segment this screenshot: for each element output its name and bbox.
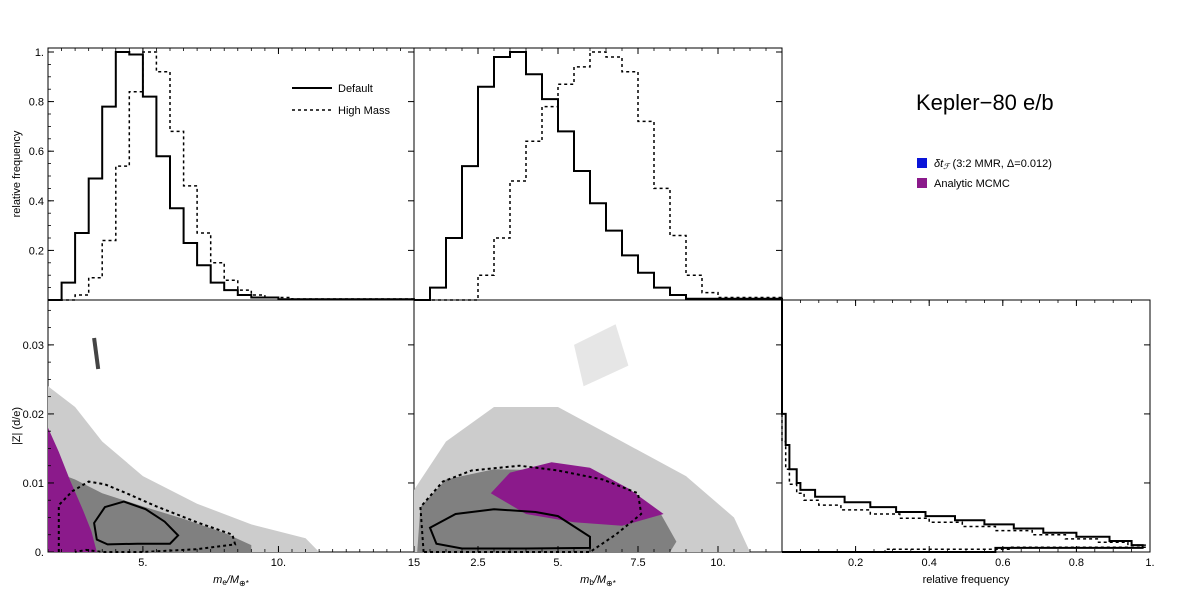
- scatter-me-panel: [48, 337, 320, 553]
- x-mb-tick-label-1: 5.: [553, 557, 562, 569]
- y-rf-tick-label-0: 0.2: [29, 245, 44, 257]
- legend-highmass-label: High Mass: [338, 105, 390, 117]
- x-me-tick-label-2: 15: [408, 557, 420, 569]
- hist-me-default-line: [48, 51, 415, 301]
- scatter-mb-contour-inner: [428, 508, 591, 550]
- y-rf-tick-label-1: 0.4: [29, 196, 44, 208]
- x-rf-tick-label-2: 0.6: [995, 557, 1010, 569]
- scatter-me-analytic-region: [48, 427, 97, 552]
- ylabel-top: relative frequency: [11, 130, 23, 217]
- x-rf-tick-label-1: 0.4: [922, 557, 937, 569]
- y-ticks-relative-frequency: 0.2 0.4 0.6 0.8 1.: [29, 47, 782, 301]
- legend-delta-label: δtℱ (3:2 MMR, Δ=0.012): [934, 158, 1052, 171]
- hist-me-highmass-line: [48, 51, 415, 301]
- panel-hist-mb-frame: [413, 47, 783, 301]
- legend-analytic-label: Analytic MCMC: [934, 178, 1010, 190]
- legend-analytic-swatch: [917, 178, 927, 188]
- xlabel-relative-frequency: relative frequency: [923, 574, 1010, 586]
- hist-z-highmass-line: [781, 300, 1148, 553]
- x-mb-tick-label-3: 10.: [710, 557, 725, 569]
- x-rf-tick-label-0: 0.2: [848, 557, 863, 569]
- y-z-tick-label-3: 0.03: [23, 340, 44, 352]
- xlabel-me: me/M⊕*: [213, 574, 249, 588]
- hist-z-default-line: [781, 300, 1144, 553]
- x-ticks-relative-frequency: 0.2 0.4 0.6 0.8 1.: [781, 300, 1155, 569]
- scatter-legend: δtℱ (3:2 MMR, Δ=0.012) Analytic MCMC: [917, 158, 1052, 190]
- scatter-me-hotspot: [92, 337, 101, 370]
- xlabel-mb: mb/M⊕*: [580, 574, 616, 588]
- y-z-tick-label-0: 0.: [35, 547, 44, 559]
- x-me-tick-label-1: 10.: [271, 557, 286, 569]
- y-rf-tick-label-2: 0.6: [29, 146, 44, 158]
- scatter-mb-contour-outer: [419, 464, 643, 553]
- scatter-me-contour-inner: [93, 500, 180, 546]
- y-z-tick-label-1: 0.01: [23, 478, 44, 490]
- ylabel-bottom: |Z| (d/e): [11, 407, 23, 445]
- x-mb-tick-label-2: 7.5: [630, 557, 645, 569]
- hist-mb-highmass-line: [414, 51, 783, 301]
- y-ticks-z: 0. 0.01 0.02 0.03: [23, 309, 1150, 559]
- hist-mb-default-line: [414, 51, 783, 301]
- figure-title: Kepler−80 e/b: [916, 90, 1054, 115]
- x-rf-tick-label-3: 0.8: [1069, 557, 1084, 569]
- panel-hist-z-frame: [781, 299, 1151, 553]
- legend-default-label: Default: [338, 83, 373, 95]
- scatter-me-dark-core: [48, 469, 252, 552]
- y-rf-tick-label-4: 1.: [35, 47, 44, 59]
- y-rf-tick-label-3: 0.8: [29, 97, 44, 109]
- hist-legend: Default High Mass: [292, 83, 390, 117]
- legend-delta-swatch: [917, 158, 927, 168]
- x-me-tick-label-0: 5.: [138, 557, 147, 569]
- x-ticks-mb: 2.5 5. 7.5 10.: [413, 48, 783, 569]
- y-z-tick-label-2: 0.02: [23, 409, 44, 421]
- scatter-mb-panel: [414, 324, 750, 553]
- x-mb-tick-label-0: 2.5: [470, 557, 485, 569]
- x-rf-tick-label-4: 1.: [1145, 557, 1154, 569]
- scatter-mb-sparse-streak: [574, 324, 629, 387]
- scatter-mb-analytic-region: [490, 462, 664, 526]
